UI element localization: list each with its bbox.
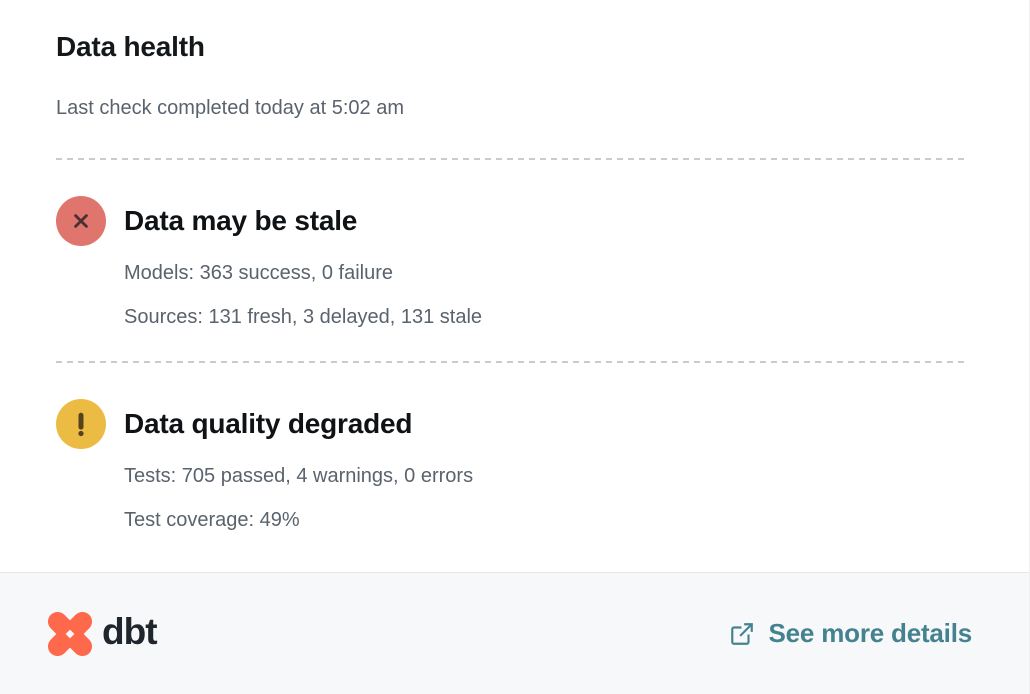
dbt-wordmark: dbt [102,611,158,652]
dbt-logo-icon [48,611,92,656]
section-quality: Data quality degraded Tests: 705 passed,… [56,398,965,532]
exclamation-circle-icon [56,398,106,449]
last-check-text: Last check completed today at 5:02 am [56,96,404,119]
section-quality-content: Data quality degraded Tests: 705 passed,… [124,399,965,532]
section-freshness: Data may be stale Models: 363 success, 0… [56,195,965,329]
see-more-details-label: See more details [768,618,973,648]
divider [56,360,965,363]
page-title: Data health [56,31,205,62]
divider [56,157,965,160]
section-title-freshness: Data may be stale [124,204,358,236]
section-title-quality: Data quality degraded [124,407,413,439]
section-freshness-content: Data may be stale Models: 363 success, 0… [124,196,965,329]
card-body: Data health Last check completed today a… [56,31,965,532]
tests-metric-line: Tests: 705 passed, 4 warnings, 0 errors [124,464,474,487]
footer: dbt See more details [0,572,1029,694]
coverage-metric-line: Test coverage: 49% [124,508,300,531]
external-link-icon [730,622,753,645]
models-metric-line: Models: 363 success, 0 failure [124,261,394,284]
see-more-details-link[interactable]: See more details [729,618,972,649]
dbt-logo: dbt [48,611,158,656]
sources-metric-line: Sources: 131 fresh, 3 delayed, 131 stale [124,305,483,328]
x-circle-icon [56,195,106,246]
